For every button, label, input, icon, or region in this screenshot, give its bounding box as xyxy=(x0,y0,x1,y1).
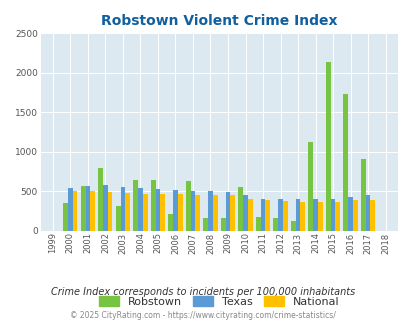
Bar xyxy=(90,191,95,231)
Bar xyxy=(195,195,200,231)
Bar xyxy=(72,191,77,231)
Bar xyxy=(68,188,72,231)
Bar xyxy=(330,199,335,231)
Bar xyxy=(220,217,225,231)
Bar xyxy=(260,199,265,231)
Bar xyxy=(335,202,339,231)
Bar xyxy=(273,218,277,231)
Bar xyxy=(360,159,365,231)
Bar xyxy=(168,214,173,231)
Bar xyxy=(230,195,234,231)
Bar xyxy=(208,191,212,231)
Text: © 2025 CityRating.com - https://www.cityrating.com/crime-statistics/: © 2025 CityRating.com - https://www.city… xyxy=(70,311,335,320)
Bar xyxy=(325,62,330,231)
Bar xyxy=(225,192,230,231)
Bar xyxy=(125,193,130,231)
Bar xyxy=(300,202,305,231)
Bar xyxy=(312,199,317,231)
Bar xyxy=(63,203,68,231)
Bar xyxy=(173,190,177,231)
Bar xyxy=(138,188,143,231)
Bar xyxy=(151,180,155,231)
Bar xyxy=(308,142,312,231)
Bar xyxy=(190,191,195,231)
Bar xyxy=(133,180,138,231)
Bar xyxy=(185,181,190,231)
Bar xyxy=(155,189,160,231)
Bar xyxy=(81,186,85,231)
Bar xyxy=(98,168,103,231)
Bar xyxy=(369,200,374,231)
Bar xyxy=(203,217,208,231)
Bar xyxy=(290,221,295,231)
Bar xyxy=(343,94,347,231)
Bar xyxy=(317,202,322,231)
Text: Crime Index corresponds to incidents per 100,000 inhabitants: Crime Index corresponds to incidents per… xyxy=(51,287,354,297)
Bar xyxy=(352,200,357,231)
Bar xyxy=(212,195,217,231)
Bar xyxy=(282,201,287,231)
Bar xyxy=(265,200,269,231)
Bar xyxy=(295,199,300,231)
Bar xyxy=(107,192,112,231)
Bar xyxy=(255,217,260,231)
Legend: Robstown, Texas, National: Robstown, Texas, National xyxy=(94,292,343,312)
Bar xyxy=(120,187,125,231)
Bar xyxy=(365,195,369,231)
Bar xyxy=(247,199,252,231)
Bar xyxy=(85,186,90,231)
Bar xyxy=(243,195,247,231)
Bar xyxy=(103,185,107,231)
Bar xyxy=(238,187,243,231)
Bar xyxy=(277,199,282,231)
Bar xyxy=(347,197,352,231)
Bar xyxy=(160,194,164,231)
Bar xyxy=(143,194,147,231)
Bar xyxy=(115,206,120,231)
Bar xyxy=(177,194,182,231)
Title: Robstown Violent Crime Index: Robstown Violent Crime Index xyxy=(101,14,337,28)
